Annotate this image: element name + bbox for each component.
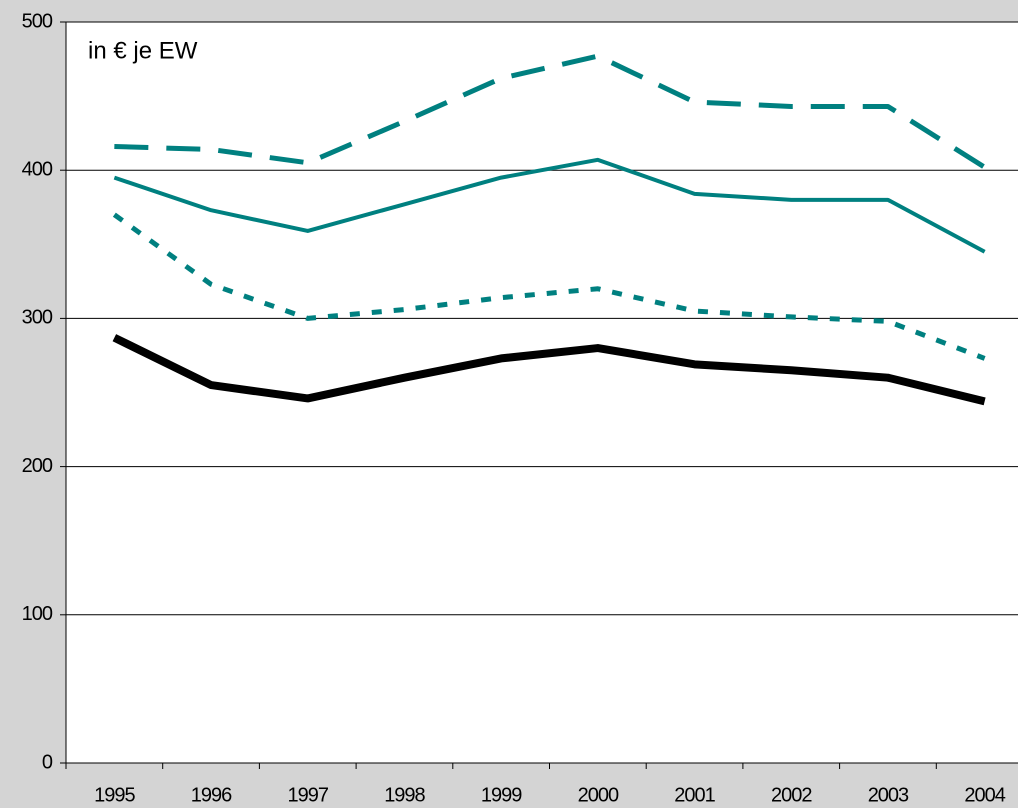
x-tick-label: 2002 bbox=[771, 784, 812, 806]
y-tick-label: 0 bbox=[42, 751, 53, 773]
x-tick-label: 2003 bbox=[868, 784, 909, 806]
line-series bbox=[114, 53, 986, 170]
line-series bbox=[112, 212, 986, 361]
x-tick-label: 1997 bbox=[288, 784, 329, 806]
y-tick-label: 100 bbox=[22, 603, 53, 625]
line-series bbox=[113, 157, 986, 254]
y-tick-label: 300 bbox=[22, 307, 53, 329]
x-tick-label: 2000 bbox=[578, 784, 619, 806]
plot-area bbox=[65, 21, 1018, 764]
y-tick-label: 200 bbox=[22, 455, 53, 477]
y-tick-label: 500 bbox=[22, 10, 53, 32]
x-tick-label: 2001 bbox=[674, 784, 715, 806]
line-series bbox=[112, 334, 986, 406]
x-tick-label: 2004 bbox=[964, 784, 1005, 806]
x-tick-label: 1999 bbox=[481, 784, 522, 806]
annotation: in € je EW bbox=[88, 37, 198, 64]
y-tick-label: 400 bbox=[22, 158, 53, 180]
x-tick-label: 1996 bbox=[191, 784, 232, 806]
x-tick-label: 1998 bbox=[384, 784, 425, 806]
x-tick-label: 1995 bbox=[94, 784, 135, 806]
